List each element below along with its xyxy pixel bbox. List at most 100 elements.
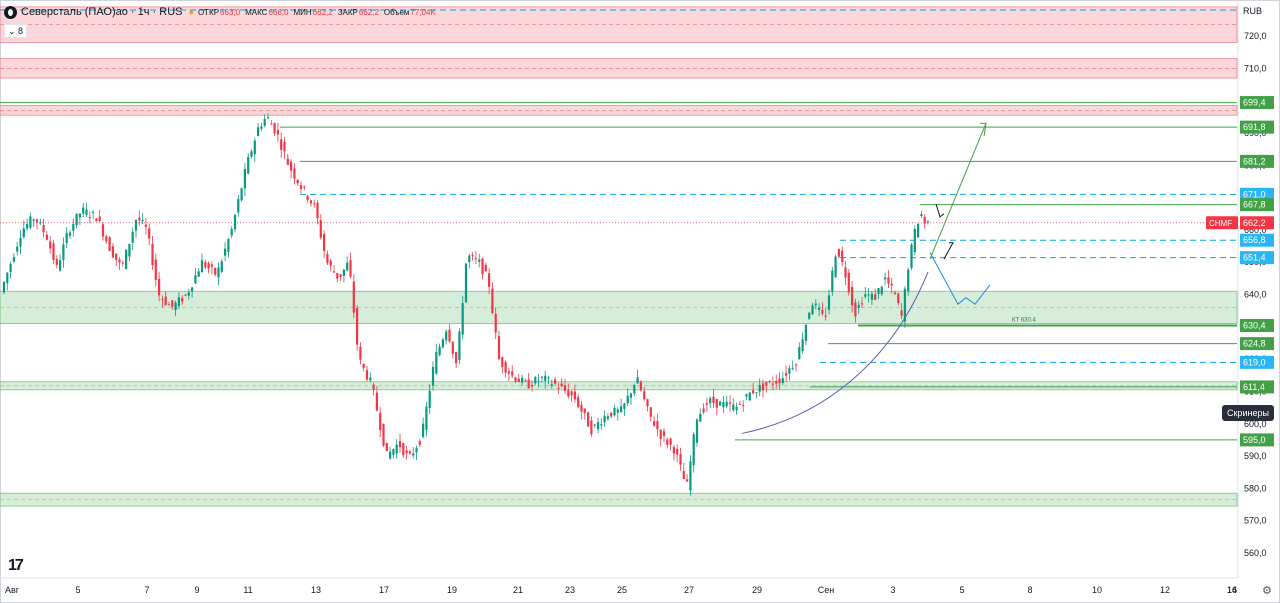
- x-tick-label: 23: [565, 585, 575, 595]
- y-tick-label: 570,0: [1244, 516, 1267, 526]
- candle-body: [742, 404, 745, 406]
- candle-body: [115, 253, 118, 260]
- candle-body: [613, 407, 616, 416]
- level-badge: [1240, 319, 1274, 333]
- candle-body: [841, 250, 844, 263]
- candle-body: [573, 391, 576, 400]
- x-tick-label: 5: [959, 585, 964, 595]
- candle-body: [818, 307, 821, 310]
- candle-body: [418, 441, 421, 445]
- candle-body: [808, 312, 811, 319]
- candle-body: [798, 347, 801, 360]
- candle-body: [369, 377, 372, 381]
- candle-body: [781, 378, 784, 383]
- x-tick-label: 25: [617, 585, 627, 595]
- candle-body: [237, 199, 240, 213]
- level-badge: [1240, 380, 1274, 394]
- candle-body: [296, 179, 299, 184]
- candle-body: [712, 396, 715, 404]
- candle-body: [563, 385, 567, 391]
- level-badge-label: 691,8: [1243, 122, 1266, 132]
- candle-body: [887, 277, 890, 284]
- candle-body: [811, 305, 814, 315]
- candle-body: [121, 262, 124, 264]
- candle-body: [857, 304, 860, 308]
- candle-body: [827, 295, 831, 310]
- candle-body: [913, 229, 916, 252]
- candle-body: [12, 257, 15, 262]
- candle-body: [728, 402, 732, 404]
- level-badge-label: 619,0: [1243, 357, 1266, 367]
- candle-body: [240, 188, 243, 201]
- candle-body: [722, 402, 725, 408]
- level-badge-label: 671,0: [1243, 189, 1266, 199]
- candle-body: [362, 364, 365, 368]
- symbol-legend[interactable]: Северсталь (ПАО)ао · 1ч · RUS ● ОТКР 663,…: [4, 4, 441, 20]
- support-curve: [741, 271, 929, 434]
- y-tick-label: 720,0: [1244, 31, 1267, 41]
- x-tick-label: 16: [1227, 585, 1237, 595]
- level-badge-label: 651,4: [1243, 253, 1266, 263]
- candle-body: [191, 287, 194, 292]
- candle-body: [587, 412, 590, 427]
- candle-body: [402, 443, 405, 456]
- x-tick-label: 12: [1160, 585, 1170, 595]
- candle-body: [639, 381, 642, 391]
- candle-body: [659, 429, 662, 440]
- candle-body: [247, 156, 250, 174]
- candle-body: [441, 339, 444, 348]
- candle-body: [375, 392, 378, 411]
- candle-body: [481, 258, 484, 275]
- candle-body: [824, 315, 827, 317]
- tradingview-logo-icon[interactable]: 17: [8, 557, 24, 574]
- currency-label[interactable]: RUB: [1243, 6, 1263, 16]
- candle-body: [629, 393, 633, 398]
- candle-body: [319, 220, 322, 238]
- screener-button[interactable]: Скринеры: [1222, 405, 1274, 421]
- candle-body: [752, 390, 755, 394]
- candle-body: [108, 237, 111, 252]
- candle-body: [336, 273, 339, 279]
- candle-body: [643, 391, 646, 400]
- candle-body: [26, 224, 29, 229]
- candle-body: [62, 244, 65, 260]
- candle-body: [794, 364, 798, 366]
- candle-body: [313, 203, 316, 205]
- candle-body: [59, 260, 62, 271]
- candle-body: [356, 308, 359, 345]
- y-tick-label: 660,0: [1244, 225, 1267, 235]
- candle-body: [771, 383, 774, 385]
- x-tick-label: 5: [75, 585, 80, 595]
- candle-body: [686, 479, 689, 482]
- level-badge: [1240, 355, 1274, 369]
- candle-body: [880, 286, 883, 295]
- y-tick-label: 600,0: [1244, 419, 1267, 429]
- indicators-count: 8: [18, 26, 24, 36]
- open-label: ОТКР: [197, 7, 220, 17]
- candle-body: [138, 217, 141, 221]
- x-tick-label: 14: [1227, 585, 1237, 595]
- candle-body: [494, 313, 497, 333]
- close-value: 662,2: [358, 7, 379, 17]
- candle-body: [725, 401, 728, 407]
- candle-body: [527, 379, 530, 389]
- level-badge: [1240, 120, 1274, 134]
- candle-body: [290, 161, 293, 171]
- candle-body: [332, 271, 336, 273]
- candle-body: [200, 260, 204, 273]
- candle-body: [474, 258, 477, 260]
- symbol-title[interactable]: Северсталь (ПАО)ао · 1ч · RUS: [21, 6, 183, 18]
- candle-body: [177, 297, 180, 306]
- candle-body: [864, 294, 867, 297]
- candle-body: [273, 123, 276, 134]
- candle-body: [831, 270, 834, 292]
- gear-icon[interactable]: ⚙: [1262, 585, 1272, 597]
- indicators-toggle[interactable]: ⌄ 8: [4, 24, 28, 38]
- y-tick-label: 560,0: [1244, 548, 1267, 558]
- candle-body: [316, 202, 319, 219]
- candle-body: [788, 368, 791, 374]
- close-label: ЗАКР: [337, 7, 358, 17]
- candle-body: [422, 423, 425, 437]
- candle-body: [699, 413, 702, 422]
